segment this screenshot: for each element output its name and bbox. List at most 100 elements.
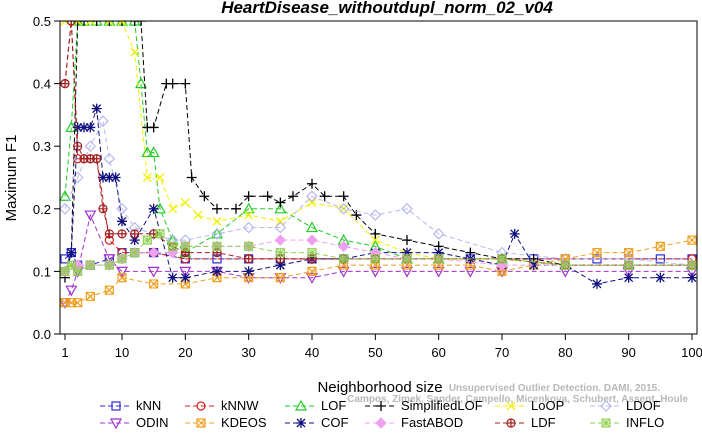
y-tick-label: 0.3: [33, 139, 51, 154]
legend-item-odin: ODIN: [100, 415, 169, 430]
data-point-kdeos: [85, 291, 95, 302]
data-point-cof: [275, 260, 286, 271]
data-point-cof: [528, 260, 539, 271]
data-point-cof: [129, 235, 140, 246]
data-point-simplifiedlof: [319, 191, 330, 202]
legend-item-ldof: LDOF: [590, 398, 661, 413]
legend-label-ldf: LDF: [531, 415, 556, 430]
legend-label-simplifiedlof: SimplifiedLOF: [401, 398, 483, 413]
data-point-cof: [243, 266, 254, 277]
data-point-ldof: [274, 221, 287, 234]
data-point-inflo: [180, 241, 190, 251]
data-point-odin: [115, 266, 129, 278]
data-point-kdeos: [244, 273, 254, 283]
x-tick-label: 100: [681, 345, 702, 360]
data-point-cof: [592, 278, 602, 289]
data-point-loop: [307, 198, 317, 207]
data-point-lof: [134, 77, 148, 89]
data-point-cof: [655, 272, 666, 283]
legend-item-kdeos: KDEOS: [185, 415, 267, 430]
x-tick-label: 90: [621, 345, 635, 360]
x-tick-label: 1: [61, 345, 68, 360]
data-point-inflo: [104, 260, 114, 270]
axes: 0.0 0.1 0.2 0.3 0.4 0.5 1 10 20 30 40 50 60 70 80 90 100: [33, 14, 702, 360]
data-point-loop: [130, 47, 140, 57]
data-point-kdeos: [117, 273, 127, 283]
data-point-simplifiedlof: [370, 228, 381, 239]
data-point-inflo: [85, 260, 95, 270]
data-point-inflo: [370, 254, 380, 264]
data-point-ldf: [98, 204, 108, 214]
data-point-inflo: [687, 260, 697, 270]
y-tick-label: 0.0: [33, 327, 51, 342]
data-point-inflo: [60, 266, 70, 276]
data-point-inflo: [168, 241, 178, 251]
data-point-fastabod: [147, 246, 160, 259]
data-point-simplifiedlof: [338, 191, 349, 202]
data-point-loop: [117, 21, 127, 26]
data-point-ldof: [401, 202, 413, 215]
x-tick-label: 40: [305, 345, 319, 360]
data-point-ldof: [97, 115, 109, 128]
data-point-inflo: [73, 266, 83, 276]
legend-swatch-marker: [601, 418, 611, 428]
legend-item-cof: COF: [285, 415, 349, 430]
legend-label-fastabod: FastABOD: [401, 415, 463, 430]
data-point-inflo: [142, 235, 152, 245]
data-point-simplifiedlof: [262, 191, 273, 202]
data-point-simplifiedlof: [180, 78, 191, 89]
x-tick-label: 50: [368, 345, 382, 360]
data-point-ldf: [92, 154, 102, 164]
data-point-inflo: [339, 254, 349, 264]
legend-swatch-marker: [294, 399, 308, 411]
legend-swatch-marker: [506, 418, 516, 428]
data-point-ldof: [369, 209, 382, 221]
data-point-simplifiedlof: [104, 21, 115, 26]
series-line-inflo: [64, 233, 692, 273]
data-point-inflo: [130, 248, 140, 258]
legend-item-ldf: LDF: [495, 415, 556, 430]
y-tick-label: 0.4: [33, 77, 51, 92]
data-point-odin: [337, 266, 350, 278]
data-point-lof: [210, 227, 224, 239]
data-point-loop: [193, 210, 203, 220]
data-point-odin: [65, 285, 78, 297]
data-point-simplifiedlof: [402, 235, 412, 246]
legend-swatch-marker: [506, 401, 516, 411]
data-point-cof: [91, 103, 102, 114]
data-point-cof: [79, 122, 89, 133]
data-point-loop: [168, 204, 178, 214]
data-point-inflo: [155, 229, 165, 239]
data-point-kdeos: [687, 235, 697, 245]
data-point-odin: [305, 273, 319, 284]
data-point-simplifiedlof: [186, 172, 197, 183]
legend-label-inflo: INFLO: [626, 415, 664, 430]
data-point-odin: [400, 266, 414, 278]
data-point-inflo: [402, 254, 412, 264]
data-point-loop: [85, 21, 95, 26]
data-point-loop: [244, 210, 254, 220]
series-line-loop: [65, 21, 692, 266]
legend-swatch-marker: [196, 401, 206, 411]
data-point-cof: [72, 122, 83, 133]
data-point-ldof: [84, 140, 97, 153]
data-point-simplifiedlof: [212, 203, 222, 214]
data-point-inflo: [624, 260, 634, 270]
data-point-odin: [369, 266, 382, 278]
legend-label-lof: LOF: [321, 398, 346, 413]
data-point-fastabod: [306, 234, 318, 246]
data-point-cof: [623, 272, 634, 283]
legend-item-lof: LOF: [285, 398, 346, 413]
legend-label-knn: kNN: [136, 398, 161, 413]
series-line-ldof: [64, 119, 693, 266]
data-point-knn: [60, 254, 70, 264]
data-point-ldof: [432, 227, 445, 240]
data-point-lof: [305, 221, 319, 233]
data-point-fastabod: [274, 234, 287, 246]
data-point-kdeos: [592, 248, 602, 258]
legend-item-knnw: kNNW: [185, 398, 259, 413]
data-point-loop: [180, 198, 190, 207]
legend-swatch-marker: [196, 418, 206, 428]
legend-swatch-marker: [600, 400, 612, 412]
